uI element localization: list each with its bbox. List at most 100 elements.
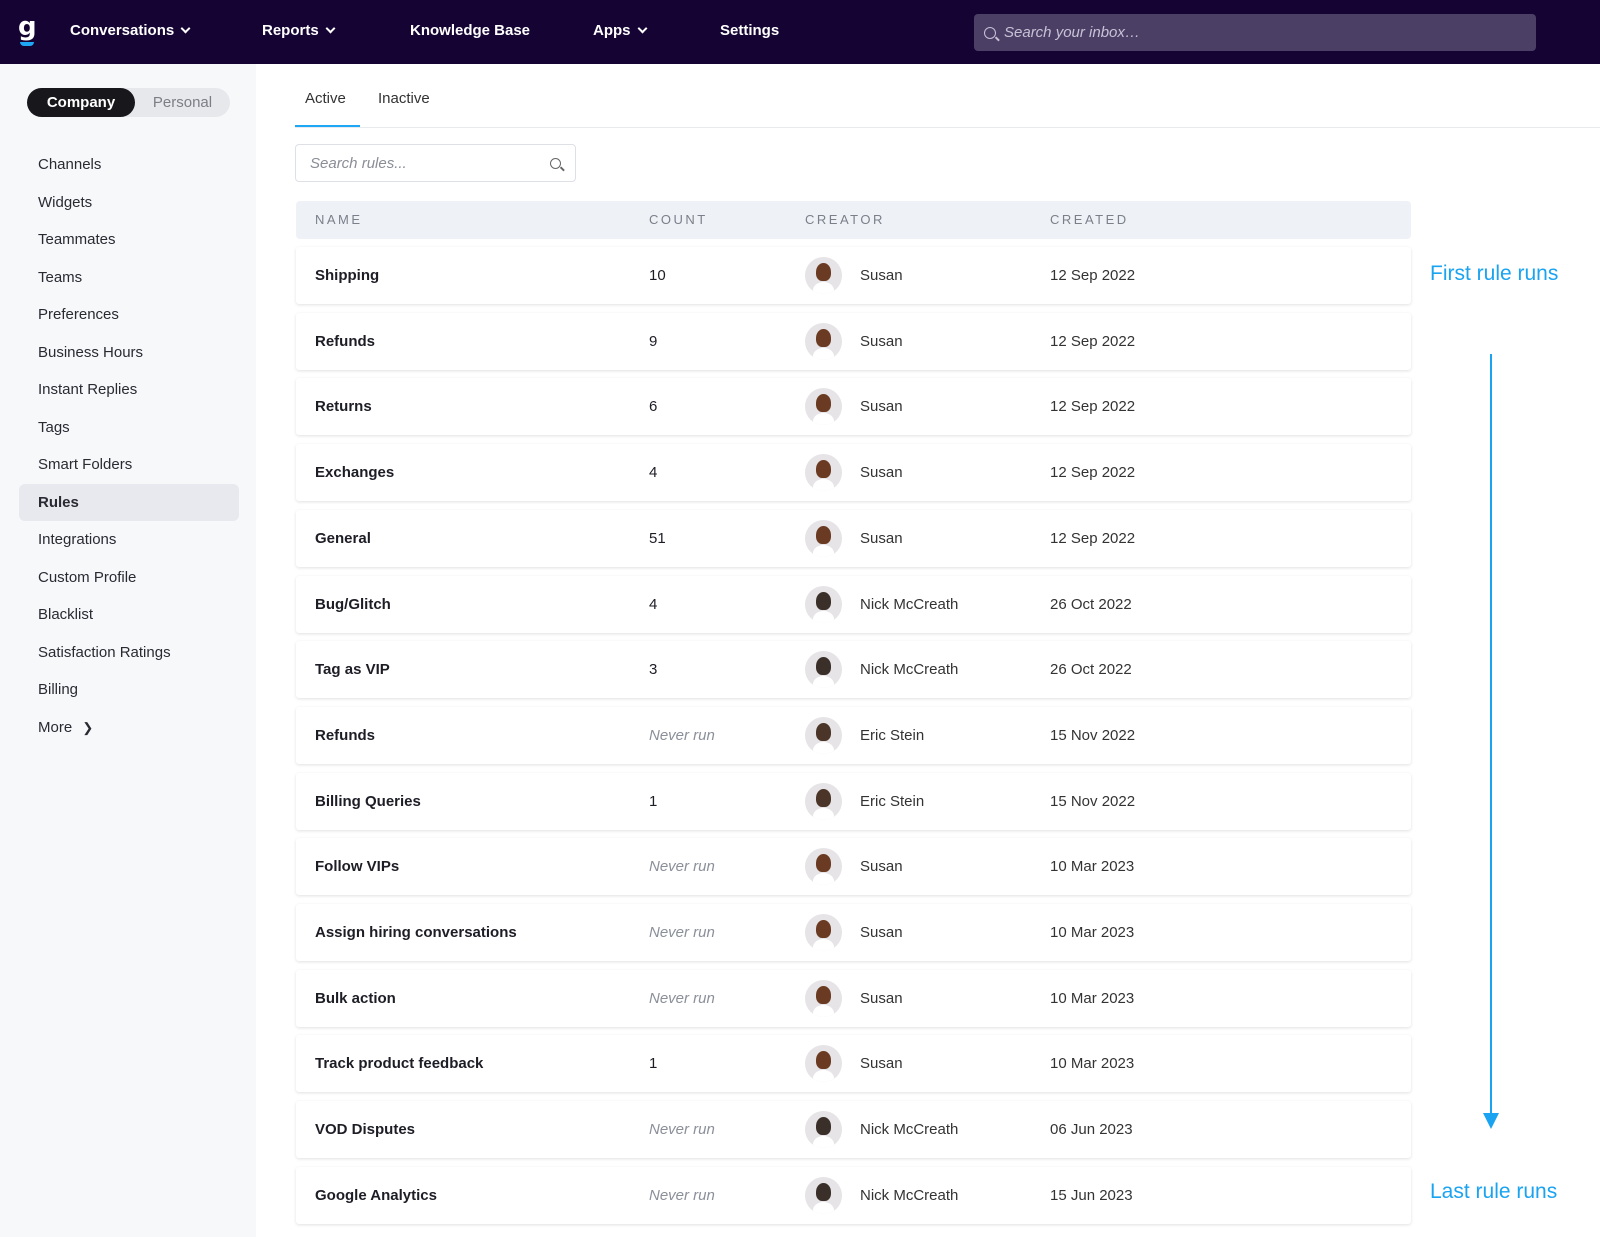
avatar (805, 716, 842, 754)
creator-name: Susan (860, 1055, 903, 1073)
sidebar-item-teammates[interactable]: Teammates (19, 221, 239, 258)
rule-name[interactable]: Refunds (315, 726, 375, 744)
table-row[interactable]: Bug/Glitch 4 Nick McCreath 26 Oct 2022 (296, 575, 1411, 633)
nav-label: Apps (593, 22, 631, 39)
table-row[interactable]: Assign hiring conversations Never run Su… (296, 904, 1411, 961)
search-icon (984, 26, 996, 39)
inbox-search[interactable] (974, 14, 1536, 51)
rule-created: 12 Sep 2022 (1050, 398, 1136, 416)
rule-name[interactable]: Shipping (315, 267, 380, 284)
rule-creator: Nick McCreath (805, 641, 958, 698)
nav-settings[interactable]: Settings (720, 22, 779, 39)
creator-name: Nick McCreath (860, 661, 959, 679)
avatar (805, 519, 842, 557)
sidebar-item-label: Smart Folders (38, 456, 133, 473)
rule-name[interactable]: Track product feedback (315, 1055, 484, 1073)
sidebar-item-rules[interactable]: Rules (19, 483, 239, 521)
nav-apps[interactable]: Apps (593, 22, 647, 39)
top-nav: g Conversations Reports Knowledge Base Apps… (0, 0, 1600, 64)
rule-name[interactable]: Billing Queries (315, 792, 421, 810)
avatar (805, 1176, 842, 1214)
rule-count: 1 (649, 1055, 658, 1073)
tab-inactive[interactable]: Inactive (378, 90, 430, 107)
table-row[interactable]: Track product feedback 1 Susan 10 Mar 20… (296, 1035, 1411, 1093)
sidebar-item-label: Channels (38, 156, 102, 173)
chevron-right-icon: ❯ (82, 719, 94, 735)
sidebar-item-more[interactable]: More ❯ (19, 709, 239, 746)
creator-name: Susan (860, 529, 903, 547)
table-row[interactable]: Exchanges 4 Susan 12 Sep 2022 (296, 444, 1411, 502)
header-created[interactable]: CREATED (1050, 212, 1129, 227)
table-row[interactable]: Tag as VIP 3 Nick McCreath 26 Oct 2022 (296, 641, 1411, 699)
rule-creator: Nick McCreath (805, 1167, 958, 1224)
tab-active[interactable]: Active (295, 90, 360, 128)
table-row[interactable]: Google Analytics Never run Nick McCreath… (296, 1166, 1411, 1224)
sidebar-item-label: Blacklist (38, 606, 94, 623)
rule-name[interactable]: Bug/Glitch (315, 595, 391, 613)
search-icon (550, 157, 561, 169)
header-name[interactable]: NAME (315, 212, 363, 227)
chevron-down-icon (637, 23, 647, 33)
table-row[interactable]: Returns 6 Susan 12 Sep 2022 (296, 378, 1411, 436)
sidebar-item-channels[interactable]: Channels (19, 146, 239, 183)
rule-name[interactable]: Assign hiring conversations (315, 924, 517, 941)
rule-name[interactable]: Bulk action (315, 989, 396, 1007)
sidebar-item-billing[interactable]: Billing (19, 671, 239, 708)
header-count[interactable]: COUNT (649, 212, 708, 227)
sidebar-item-custom-profile[interactable]: Custom Profile (19, 559, 239, 596)
annotation-first: First rule runs (1430, 262, 1559, 285)
rule-name[interactable]: VOD Disputes (315, 1121, 416, 1139)
arrow-down-icon (1483, 354, 1499, 1129)
sidebar-item-instant-replies[interactable]: Instant Replies (19, 371, 239, 408)
table-row[interactable]: General 51 Susan 12 Sep 2022 (296, 509, 1411, 567)
rules-search[interactable] (295, 144, 576, 182)
creator-name: Susan (860, 398, 903, 416)
rule-created: 06 Jun 2023 (1050, 1121, 1133, 1139)
table-row[interactable]: Shipping 10 Susan 12 Sep 2022 (296, 247, 1411, 304)
app-logo[interactable]: g (18, 12, 37, 46)
table-row[interactable]: Bulk action Never run Susan 10 Mar 2023 (296, 969, 1411, 1027)
sidebar-item-label: Preferences (38, 306, 119, 323)
nav-knowledge-base[interactable]: Knowledge Base (410, 22, 530, 39)
rule-creator: Susan (805, 313, 903, 370)
rule-name[interactable]: Returns (315, 398, 372, 416)
rules-search-input[interactable] (310, 154, 550, 172)
toggle-company[interactable]: Company (27, 88, 135, 117)
table-row[interactable]: Refunds Never run Eric Stein 15 Nov 2022 (296, 706, 1411, 764)
inbox-search-input[interactable] (1004, 24, 1504, 41)
nav-reports[interactable]: Reports (262, 22, 336, 39)
sidebar-item-business-hours[interactable]: Business Hours (19, 334, 239, 371)
rule-name[interactable]: Tag as VIP (315, 661, 390, 679)
sidebar-item-satisfaction-ratings[interactable]: Satisfaction Ratings (19, 634, 239, 671)
avatar (805, 782, 842, 820)
rule-name[interactable]: Follow VIPs (315, 858, 400, 876)
header-creator[interactable]: CREATOR (805, 212, 885, 227)
rule-name[interactable]: Exchanges (315, 464, 395, 482)
table-row[interactable]: Billing Queries 1 Eric Stein 15 Nov 2022 (296, 772, 1411, 830)
rule-name[interactable]: General (315, 529, 371, 547)
table-row[interactable]: Follow VIPs Never run Susan 10 Mar 2023 (296, 838, 1411, 896)
rule-name[interactable]: Refunds (315, 332, 375, 350)
toggle-personal[interactable]: Personal (152, 94, 213, 111)
rule-count: 4 (649, 595, 658, 613)
table-row[interactable]: VOD Disputes Never run Nick McCreath 06 … (296, 1101, 1411, 1159)
nav-label: Knowledge Base (410, 22, 531, 39)
sidebar-item-widgets[interactable]: Widgets (19, 184, 239, 221)
table-row[interactable]: Refunds 9 Susan 12 Sep 2022 (296, 312, 1411, 370)
nav-conversations[interactable]: Conversations (70, 22, 191, 39)
creator-name: Nick McCreath (860, 1186, 959, 1204)
sidebar-item-preferences[interactable]: Preferences (19, 296, 239, 333)
avatar (805, 1045, 842, 1083)
rule-name[interactable]: Google Analytics (315, 1186, 437, 1204)
rule-creator: Susan (805, 970, 903, 1027)
company-personal-toggle[interactable]: Company Personal (27, 88, 230, 117)
chevron-down-icon (325, 23, 336, 33)
sidebar-item-integrations[interactable]: Integrations (19, 521, 239, 558)
sidebar-item-teams[interactable]: Teams (19, 259, 239, 296)
sidebar-item-blacklist[interactable]: Blacklist (19, 596, 239, 633)
rule-creator: Nick McCreath (805, 1101, 958, 1158)
creator-name: Susan (860, 989, 903, 1007)
creator-name: Susan (860, 464, 903, 482)
sidebar-item-smart-folders[interactable]: Smart Folders (19, 446, 239, 483)
sidebar-item-tags[interactable]: Tags (19, 409, 239, 446)
